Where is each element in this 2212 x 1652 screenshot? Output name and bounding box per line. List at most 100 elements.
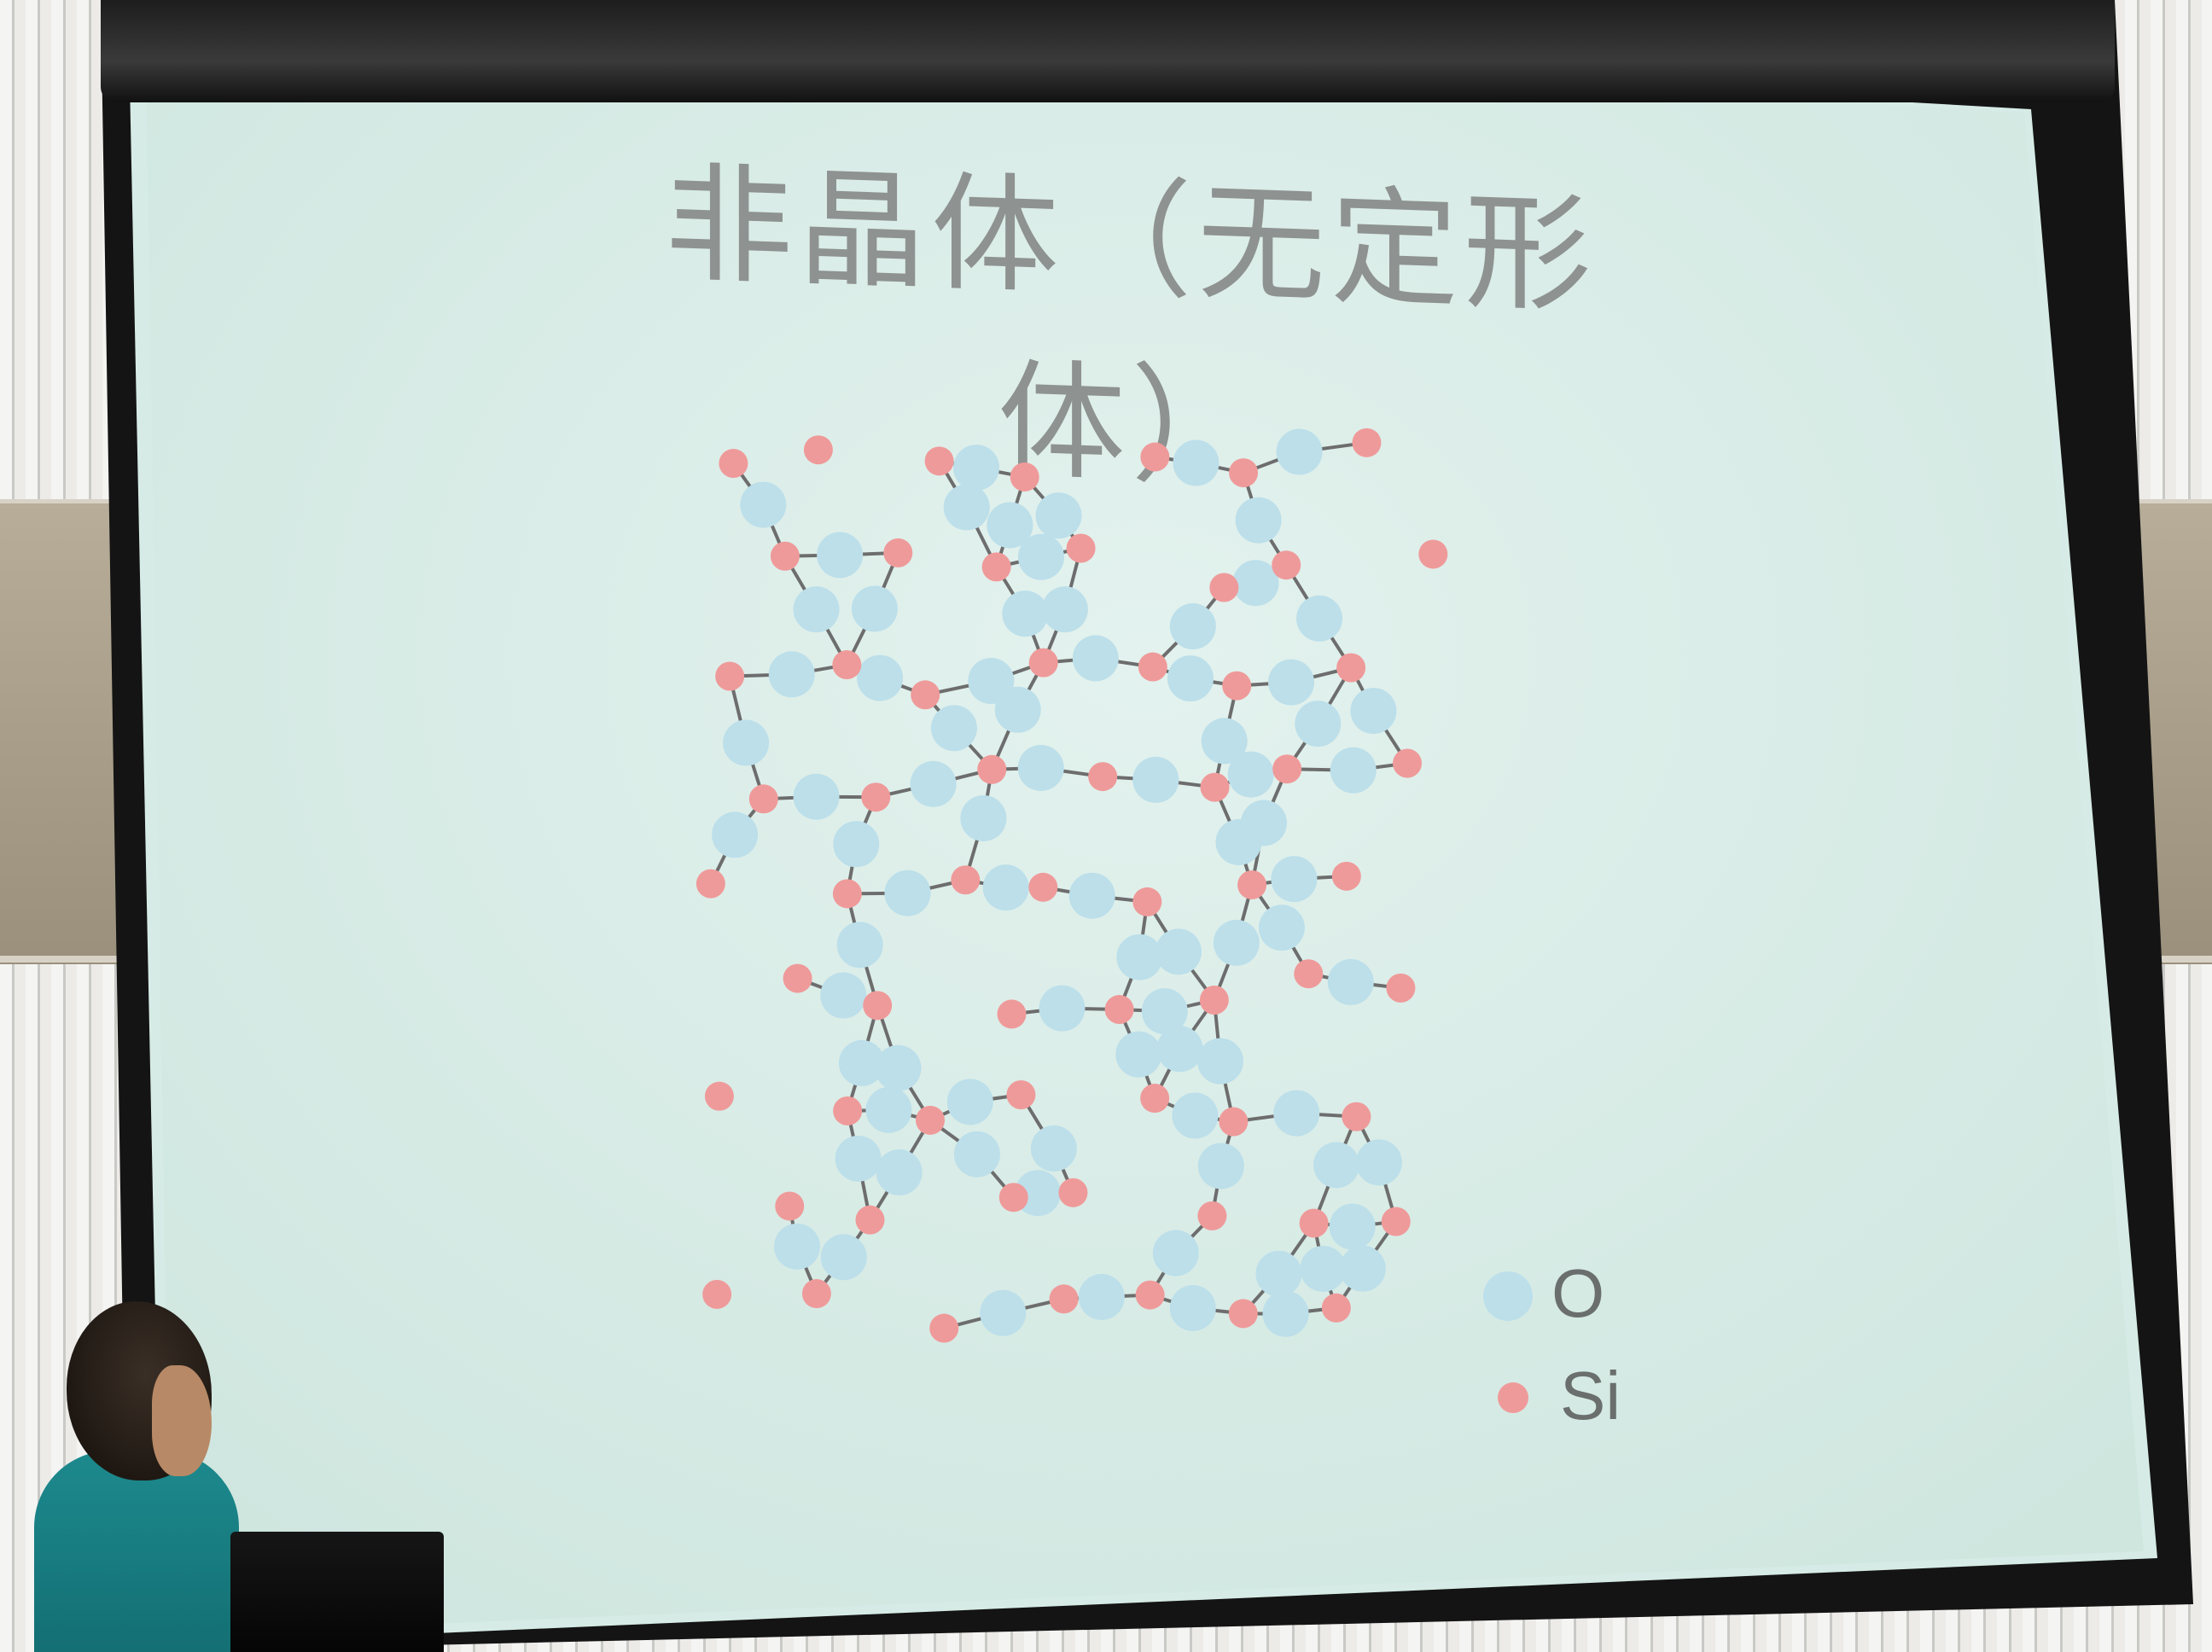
silicon-atom	[1272, 754, 1302, 784]
oxygen-atom	[833, 821, 880, 868]
oxygen-atom	[1295, 701, 1342, 747]
silicon-atom	[1321, 1293, 1351, 1323]
silicon-atom	[998, 1183, 1028, 1213]
oxygen-atom	[1268, 659, 1315, 706]
oxygen-atom	[820, 972, 867, 1019]
oxygen-atom	[980, 1289, 1027, 1336]
silicon-atom	[981, 552, 1011, 582]
oxygen-atom	[1141, 988, 1188, 1035]
oxygen-atom	[876, 1149, 923, 1195]
oxygen-atom	[946, 1079, 993, 1126]
oxygen-atom	[1339, 1245, 1386, 1292]
oxygen-atom	[1041, 586, 1088, 633]
silicon-atom	[1352, 428, 1382, 457]
silicon-atom	[832, 650, 862, 680]
oxygen-atom	[1156, 1026, 1203, 1073]
oxygen-atom	[1169, 603, 1216, 650]
silicon-atom	[1272, 550, 1301, 580]
silicon-atom	[775, 1191, 805, 1221]
oxygen-atom	[1172, 1092, 1219, 1139]
oxygen-atom	[1276, 428, 1323, 475]
silicon-atom	[1299, 1208, 1329, 1238]
oxygen-atom	[838, 1039, 885, 1086]
silicon-atom	[1381, 1207, 1411, 1236]
silicon-atom	[1199, 986, 1229, 1015]
silicon-atom	[1200, 772, 1230, 802]
silicon-atom	[770, 541, 800, 571]
oxygen-atom	[1240, 800, 1287, 846]
silicon-atom	[1138, 652, 1167, 682]
silicon-atom	[748, 784, 778, 814]
silicon-atom	[1342, 1102, 1371, 1131]
oxygen-atom	[1132, 756, 1179, 803]
legend-silicon-label: Si	[1560, 1358, 1621, 1434]
silicon-atom	[1104, 995, 1134, 1025]
silicon-atom	[1229, 458, 1259, 488]
silicon-atom	[715, 661, 745, 691]
silicon-atom	[1197, 1201, 1227, 1230]
oxygen-atom	[943, 484, 990, 531]
silicon-atom	[702, 1279, 732, 1309]
oxygen-atom	[1327, 958, 1374, 1005]
silicon-atom	[1028, 872, 1058, 902]
silicon-atom	[803, 435, 833, 465]
silicon-atom	[1066, 533, 1096, 563]
oxygen-atom	[1152, 1230, 1199, 1277]
silicon-atom	[1209, 573, 1239, 602]
silicon-atom	[861, 782, 891, 812]
oxygen-atom	[1330, 747, 1377, 794]
oxygen-atom	[793, 586, 840, 633]
oxygen-atom	[1196, 1038, 1243, 1085]
oxygen-atom	[987, 502, 1033, 549]
screen-roller	[101, 0, 2115, 102]
silicon-atom	[997, 999, 1027, 1029]
oxygen-atom	[851, 585, 898, 632]
oxygen-atom	[1155, 928, 1202, 975]
oxygen-atom	[982, 864, 1029, 911]
oxygen-atom	[884, 870, 931, 916]
oxygen-atom	[968, 657, 1015, 704]
oxygen-atom	[835, 1135, 882, 1182]
oxygen-atom	[1078, 1273, 1125, 1320]
oxygen-atom	[1227, 751, 1274, 798]
oxygen-atom	[1116, 934, 1163, 980]
oxygen-atom	[1201, 718, 1248, 765]
silicon-atom	[1222, 671, 1252, 701]
oxygen-atom	[930, 705, 977, 752]
silicon-atom	[911, 680, 940, 710]
oxygen-atom	[960, 794, 1007, 841]
laptop	[230, 1532, 444, 1652]
silicon-atom	[1088, 762, 1118, 792]
silicon-atom	[977, 754, 1007, 784]
oxygen-atom	[953, 1131, 1000, 1178]
silicon-atom	[951, 865, 981, 895]
silicon-atom	[719, 449, 748, 479]
oxygen-atom	[1072, 635, 1119, 682]
silicon-atom	[696, 869, 725, 899]
oxygen-atom	[1232, 560, 1279, 607]
oxygen-atom	[773, 1223, 820, 1270]
oxygen-atom	[865, 1086, 912, 1133]
presenter-body	[34, 1451, 239, 1652]
oxygen-atom	[1173, 439, 1220, 486]
oxygen-atom	[1068, 872, 1115, 919]
silicon-atom	[1132, 887, 1162, 916]
oxygen-atom	[1271, 856, 1318, 903]
oxygen-atom	[1167, 655, 1214, 702]
oxygen-atom	[1169, 1284, 1216, 1331]
oxygen-atom	[712, 811, 759, 858]
oxygen-atom	[1039, 985, 1086, 1032]
oxygen-atom	[1258, 905, 1305, 951]
oxygen-atom	[1035, 492, 1082, 539]
oxygen-atom	[1313, 1142, 1360, 1189]
oxygen-atom	[910, 760, 957, 807]
oxygen-atom	[793, 773, 840, 820]
oxygen-atom	[1235, 497, 1282, 544]
oxygen-atom	[1255, 1250, 1302, 1297]
silicon-atom	[1393, 748, 1423, 778]
oxygen-atom	[820, 1234, 867, 1281]
silicon-atom	[832, 879, 862, 909]
oxygen-atom	[1017, 533, 1064, 580]
